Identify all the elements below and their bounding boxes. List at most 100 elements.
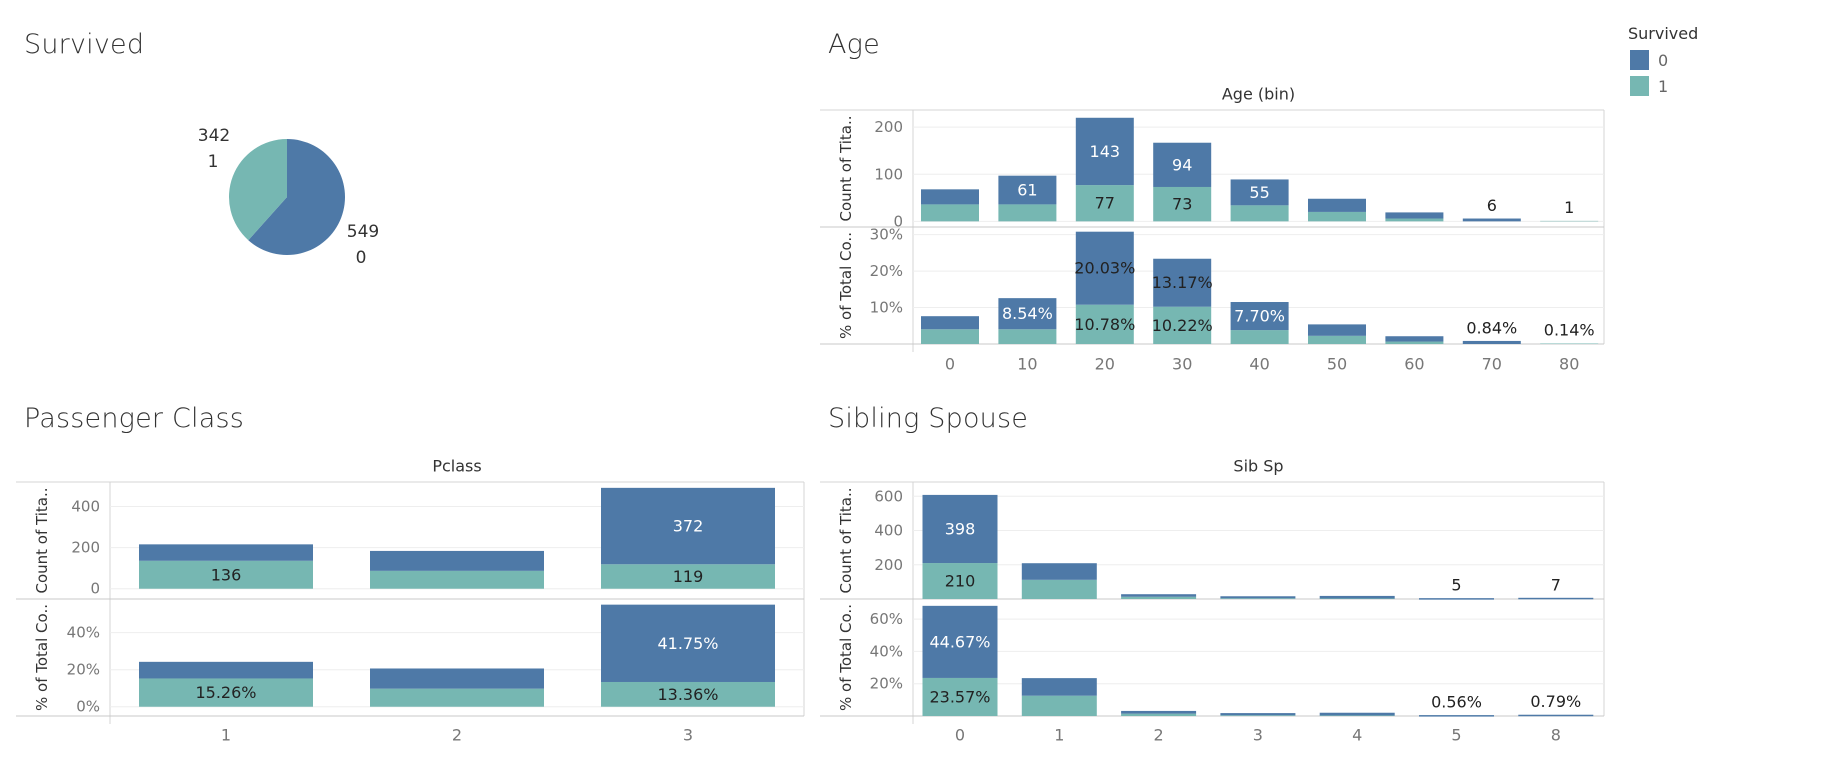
age-pane-0-data-label-30-1: 73 [1172,195,1192,214]
age-xtick-label-40: 40 [1249,355,1269,374]
sibsp-xtick-label-3: 3 [1253,726,1263,745]
age-pane-0-bar-60-survived-1 [1385,218,1444,222]
sibsp-pane-1-data-label-8-0: 0.79% [1530,692,1581,711]
pclass-pane-1-bar-3-survived-0 [601,604,775,682]
pclass-pane-0-data-label-3-0: 372 [673,517,704,536]
pclass-pane-1-bar-2-survived-1 [370,688,544,707]
pclass-pane-1-bar-1-survived-1 [139,678,313,707]
age-pane-1-ylabel: % of Total Co.. [837,232,855,339]
age-pane-0-data-label-20-0: 143 [1090,142,1121,161]
sibsp-pane-1-bar-2-survived-0 [1121,710,1197,714]
sibsp-pane-1-ytick-label: 60% [870,610,903,628]
legend-item-0[interactable]: 0 [1628,47,1698,73]
sibsp-pane-1-ytick-label: 20% [870,675,903,693]
sibsp-xtick-label-2: 2 [1154,726,1164,745]
sibsp-pane-0-ytick-label: 200 [874,556,903,574]
pclass-pane-1-data-label-1-1: 15.26% [195,683,256,702]
age-pane-1-bar-70-survived-0 [1462,340,1521,344]
pclass-pane-0-bar-3-survived-1 [601,564,775,589]
pie-label-value-0: 549 [347,222,379,242]
sibsp-column-header: Sib Sp [1233,457,1283,476]
age-pane-1-bar-40-survived-0 [1230,302,1289,331]
pie-label-category-0: 0 [356,248,367,268]
pclass-chart: Pclass 0 200 400 Count of Tita.. 136 119 372 0% 2… [16,457,805,745]
sibsp-pane-0-bar-2-survived-0 [1121,594,1197,597]
pie-slice-1 [228,139,287,241]
age-column-header: Age (bin) [1222,85,1295,104]
age-pane-0-bar-30-survived-0 [1153,142,1212,187]
sibsp-pane-0-bar-0-survived-1 [922,563,998,599]
age-pane-0-data-label-40-0: 55 [1249,183,1269,202]
sibsp-pane-1-bar-3-survived-0 [1220,713,1296,716]
age-pane-0-data-label-80-1: 1 [1564,198,1574,217]
sibsp-pane-1-ylabel: % of Total Co.. [837,604,855,711]
pclass-pane-0-data-label-1-1: 136 [211,565,242,584]
age-pane-0-bar-20-survived-0 [1075,117,1134,186]
pclass-xtick-label-1: 1 [221,726,231,745]
sibsp-pane-0-bar-4-survived-1 [1319,598,1395,599]
age-xtick-label-70: 70 [1482,355,1502,374]
age-pane-1-data-label-80-1: 0.14% [1544,321,1595,340]
pclass-pane-1-bar-1-survived-0 [139,661,313,679]
age-pane-1-data-label-30-1: 10.22% [1152,316,1213,335]
pclass-xtick-label-3: 3 [683,726,693,745]
pclass-pane-0-bar-3-survived-0 [601,487,775,565]
survived-legend[interactable]: Survived 0 1 [1628,24,1698,99]
sibsp-pane-0-ytick-label: 600 [874,487,903,505]
age-pane-0-data-label-70-0: 6 [1487,196,1497,215]
age-pane-1-bar-10-survived-0 [998,298,1057,330]
pclass-pane-1-data-label-3-0: 41.75% [657,634,718,653]
age-pane-0-data-label-20-1: 77 [1095,194,1115,213]
legend-swatch-0 [1630,50,1649,70]
age-pane-1-data-label-70-0: 0.84% [1466,318,1517,337]
pie-label-value-1: 342 [198,126,230,146]
age-pane-0-bar-50-survived-0 [1308,198,1366,212]
age-pane-0-ylabel: Count of Tita.. [837,115,855,221]
legend-label-0: 0 [1658,50,1669,70]
sibsp-pane-0-bar-1-survived-0 [1021,563,1097,580]
age-pane-1-ytick-label: 30% [870,226,903,244]
sibsp-pane-0-bar-8-survived-0 [1518,597,1594,600]
age-pane-0-bar-0-survived-0 [921,189,979,205]
pclass-pane-1-ylabel: % of Total Co.. [33,604,51,711]
age-pane-1-bar-20-survived-1 [1075,304,1134,344]
legend-item-1[interactable]: 1 [1628,73,1698,99]
sibsp-pane-1-ytick-label: 40% [870,642,903,660]
pclass-column-header: Pclass [432,457,481,476]
pclass-pane-0-ytick-label: 400 [71,498,100,516]
age-pane-0-bar-20-survived-1 [1075,185,1134,222]
sibsp-pane-0-bar-1-survived-1 [1021,579,1097,599]
age-pane-1-bar-40-survived-1 [1230,330,1289,344]
age-xtick-label-20: 20 [1095,355,1115,374]
sibsp-pane-0-data-label-0-1: 210 [945,572,976,591]
pclass-pane-1-bar-2-survived-0 [370,668,544,689]
sibsp-pane-1-data-label-0-0: 44.67% [929,632,990,651]
age-pane-1-data-label-10-0: 8.54% [1002,304,1053,323]
pclass-pane-1-ytick-label: 40% [67,624,100,642]
age-pane-1-bar-30-survived-0 [1153,258,1212,307]
pie-slice-0 [248,139,345,255]
survived-panel-title: Survived [24,29,145,60]
age-pane-0-bar-10-survived-1 [998,204,1057,222]
age-pane-0-ytick-label: 0 [893,212,903,230]
age-pane-1-bar-0-survived-0 [921,316,979,330]
legend-swatch-1 [1630,76,1649,96]
age-pane-1-data-label-20-1: 10.78% [1074,315,1135,334]
sibsp-pane-1-bar-4-survived-1 [1319,715,1395,716]
age-pane-1-bar-20-survived-0 [1075,231,1134,305]
pclass-pane-1-ytick-label: 0% [76,698,100,716]
age-pane-0-ytick-label: 200 [874,118,903,136]
sibsp-xtick-label-0: 0 [955,726,965,745]
age-pane-1-bar-80-survived-1 [1540,343,1599,344]
pie-label-category-1: 1 [208,152,219,172]
legend-label-1: 1 [1658,76,1669,96]
sibsp-pane-0-bar-3-survived-1 [1220,598,1296,599]
sibsp-pane-1-bar-3-survived-1 [1220,715,1296,716]
sibsp-pane-1-bar-5-survived-0 [1419,715,1494,717]
age-pane-0-bar-40-survived-1 [1230,205,1289,222]
age-pane-1-data-label-20-0: 20.03% [1074,259,1135,278]
age-pane-1-bar-60-survived-0 [1385,336,1444,342]
